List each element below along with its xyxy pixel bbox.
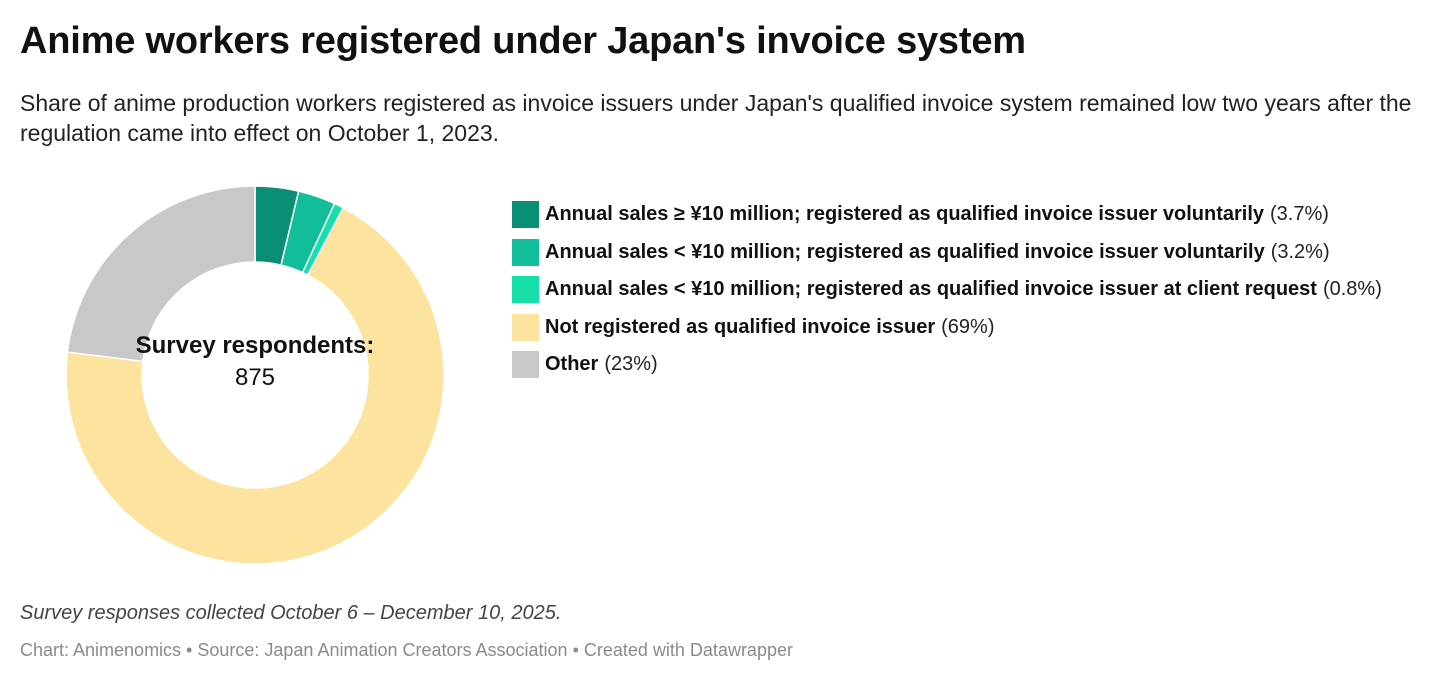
- donut-slice: [65, 206, 445, 565]
- center-label-value: 875: [234, 364, 276, 391]
- legend-value: (0.8%): [1322, 278, 1382, 301]
- legend-item: Other (23%): [512, 346, 1447, 384]
- legend-item: Annual sales < ¥10 million; registered a…: [512, 234, 1447, 272]
- center-label-title: Survey respondents:: [135, 332, 375, 359]
- legend-swatch: [512, 238, 539, 266]
- chart-footer: Chart: Animenomics • Source: Japan Anima…: [20, 640, 793, 660]
- chart-title: Anime workers registered under Japan's i…: [20, 20, 1026, 62]
- legend-value: (3.7%): [1270, 203, 1329, 226]
- legend-value: (69%): [941, 315, 995, 338]
- legend-swatch: [512, 313, 539, 341]
- chart-note: Survey responses collected October 6 – D…: [20, 602, 562, 624]
- legend: Annual sales ≥ ¥10 million; registered a…: [512, 196, 1447, 384]
- legend-value: (23%): [604, 353, 658, 376]
- legend-item: Annual sales < ¥10 million; registered a…: [512, 271, 1447, 309]
- donut-center-label: Survey respondents: 875: [135, 330, 375, 394]
- legend-label: Not registered as qualified invoice issu…: [545, 315, 936, 338]
- legend-swatch: [512, 201, 539, 229]
- legend-value: (3.2%): [1270, 240, 1330, 263]
- donut-slice: [66, 185, 256, 363]
- legend-item: Not registered as qualified invoice issu…: [512, 309, 1447, 347]
- legend-label: Other: [545, 353, 599, 376]
- chart-subtitle: Share of anime production workers regist…: [20, 90, 1412, 146]
- legend-item: Annual sales ≥ ¥10 million; registered a…: [512, 196, 1447, 234]
- legend-swatch: [512, 276, 539, 304]
- legend-label: Annual sales < ¥10 million; registered a…: [545, 278, 1317, 301]
- donut-chart: [65, 185, 445, 565]
- legend-label: Annual sales < ¥10 million; registered a…: [545, 240, 1265, 263]
- legend-swatch: [512, 351, 539, 379]
- legend-label: Annual sales ≥ ¥10 million; registered a…: [545, 203, 1264, 226]
